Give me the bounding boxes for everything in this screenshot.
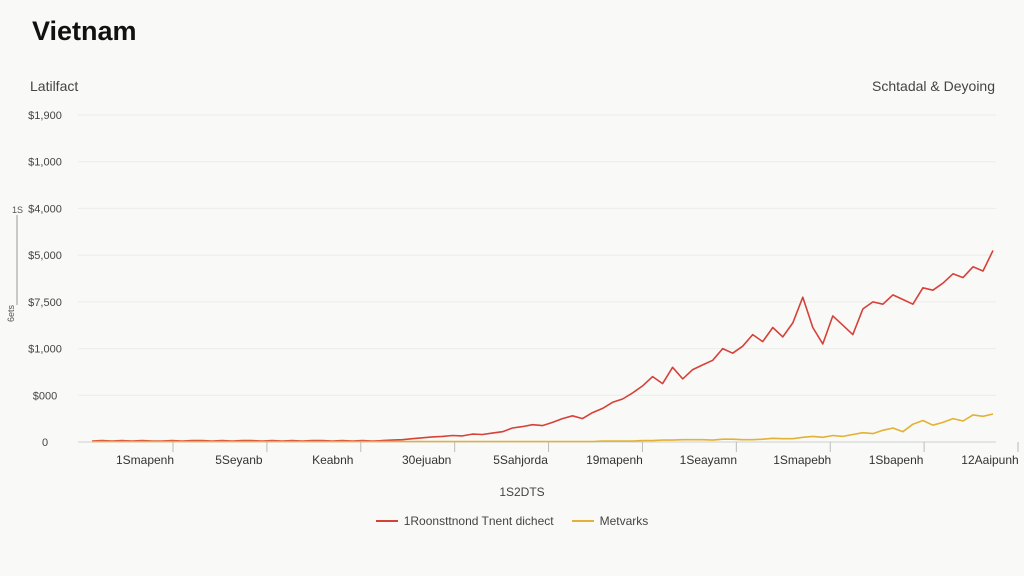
legend-label: Metvarks — [599, 514, 649, 528]
y-side-label-top: 1S — [12, 205, 23, 215]
legend-label: 1Roonsttnond Tnent dichect — [403, 514, 554, 528]
y-tick-label: $1,000 — [28, 344, 62, 356]
y-tick-label: $1,000 — [28, 157, 62, 169]
x-tick-label: 5Sahjorda — [493, 453, 548, 467]
legend: 1Roonsttnond Tnent dichect Metvarks — [0, 514, 1024, 528]
y-tick-label: $1,900 — [28, 110, 62, 122]
y-tick-label: $5,000 — [28, 250, 62, 262]
x-tick-label: 1Sbapenh — [869, 453, 924, 467]
x-tick-label: 5Seyanb — [215, 453, 263, 467]
y-axis-tick-labels: 0 $000 $1,000 $7,500 $5,000 $4,000 $1,000 $1,90… — [28, 110, 62, 449]
y-tick-label: $4,000 — [28, 203, 62, 215]
y-tick-label: 0 — [42, 437, 48, 449]
series-line-1 — [91, 250, 994, 442]
y-tick-label: $000 — [33, 390, 57, 402]
x-axis-tick-labels: 1Smapenh 5Seyanb Keabnh 30ejuabn 5Sahjorda 19… — [116, 442, 1019, 467]
series-line-2 — [92, 413, 994, 443]
grid-lines — [78, 114, 996, 443]
series-layer — [91, 250, 994, 443]
legend-swatch — [375, 520, 398, 522]
legend-item: Metvarks — [571, 514, 649, 528]
x-tick-label: Keabnh — [312, 453, 353, 467]
x-tick-label: 12Aaipunh — [961, 453, 1018, 467]
x-tick-label: 19mapenh — [586, 453, 643, 467]
top-right-label: Schtadal & Deyoing — [872, 78, 995, 94]
x-tick-label: 1Seayamn — [680, 453, 737, 467]
chart-title: Vietnam — [32, 16, 137, 46]
legend-swatch — [571, 520, 594, 522]
x-tick-label: 30ejuabn — [402, 453, 451, 467]
y-side-label-bottom: 6ets — [6, 304, 16, 322]
top-left-label: Latilfact — [30, 78, 79, 94]
legend-item: 1Roonsttnond Tnent dichect — [375, 514, 554, 528]
x-tick-label: 1Smapebh — [773, 453, 831, 467]
x-axis-label: 1S2DTS — [499, 485, 544, 499]
x-tick-label: 1Smapenh — [116, 453, 174, 467]
y-tick-label: $7,500 — [28, 297, 62, 309]
